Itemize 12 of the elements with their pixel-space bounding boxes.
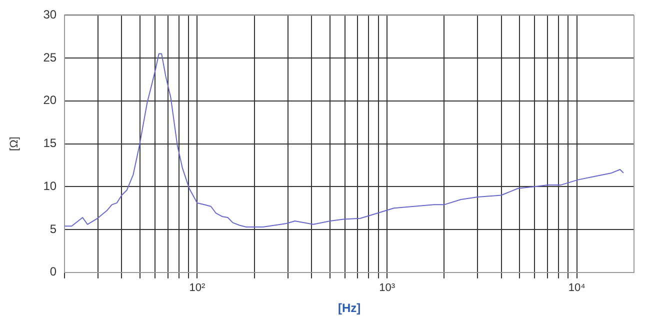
x-tick-label: 10³ <box>379 282 396 294</box>
y-axis-title: [Ω] <box>8 136 21 151</box>
x-tick-label: 10⁴ <box>568 282 586 294</box>
x-axis-title: [Hz] <box>338 301 361 316</box>
y-tick-label: 0 <box>50 264 57 279</box>
y-tick-label: 10 <box>43 178 57 193</box>
y-tick-label: 30 <box>43 8 57 22</box>
y-tick-label: 5 <box>50 222 57 236</box>
y-tick-label: 20 <box>43 93 57 108</box>
x-tick-label: 10² <box>189 282 206 294</box>
y-tick-label: 15 <box>43 136 57 150</box>
y-tick-label: 25 <box>43 50 57 64</box>
